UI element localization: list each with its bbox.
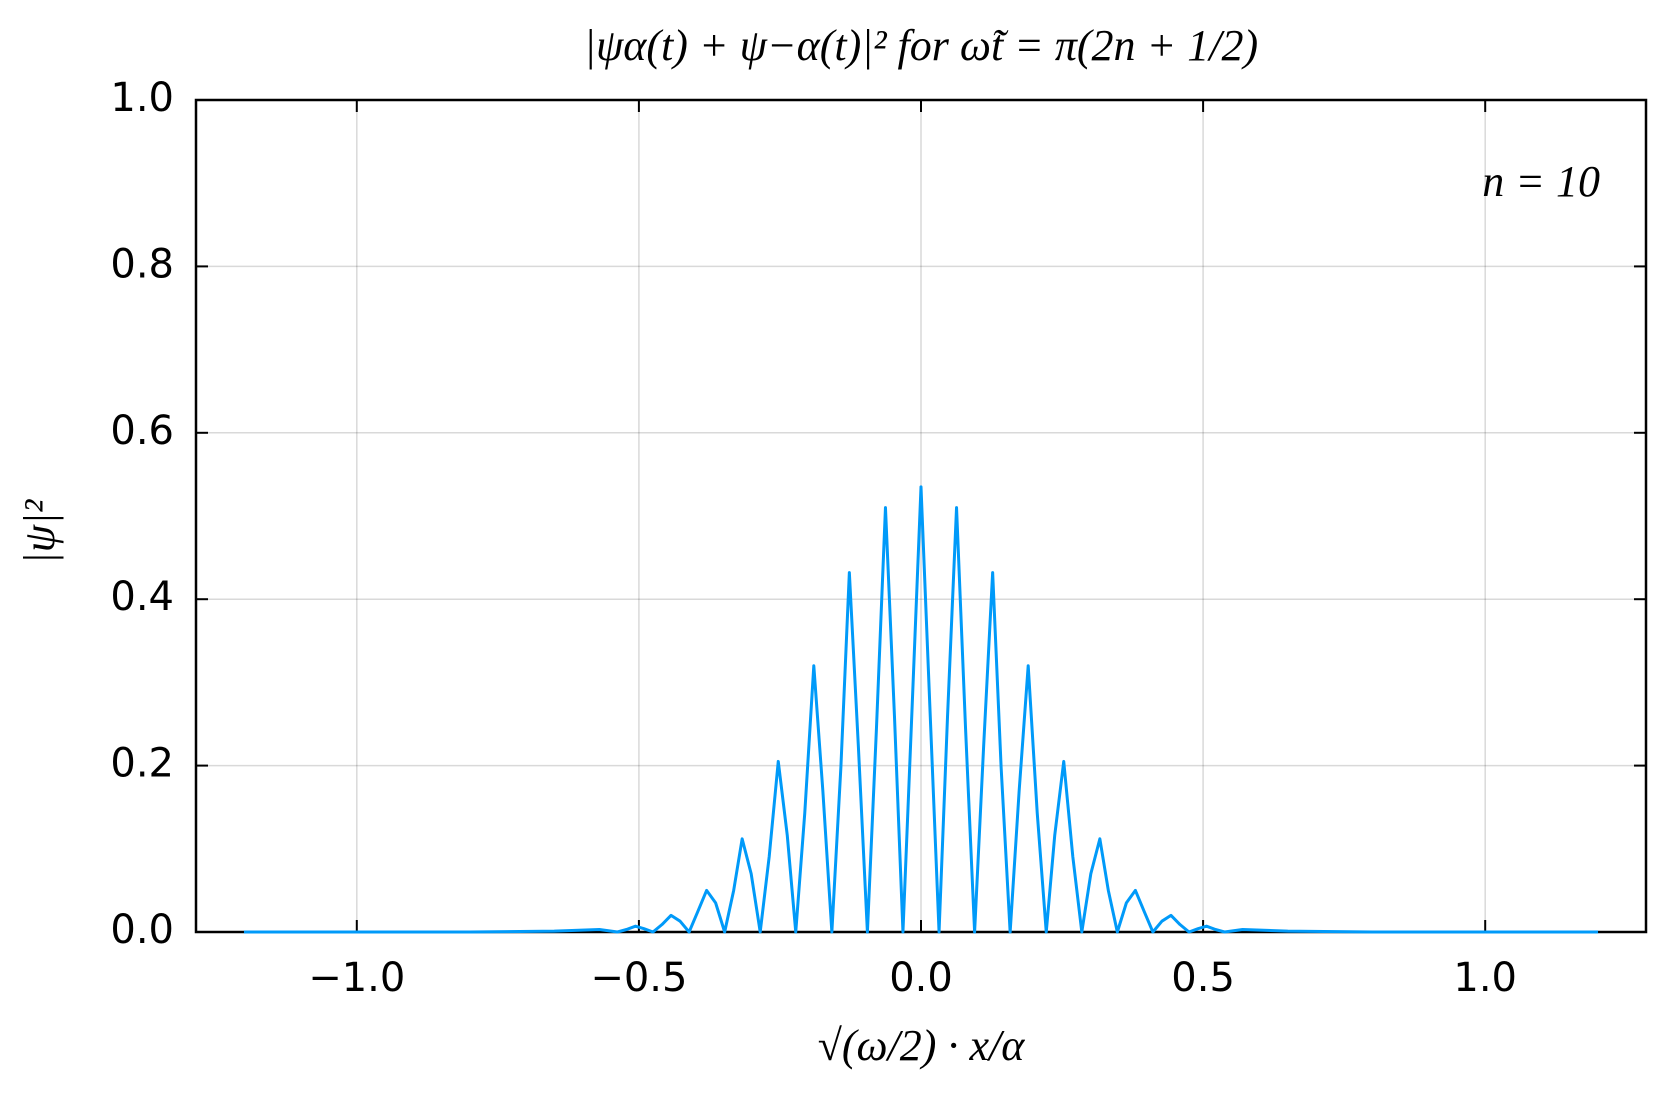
y-tick-label: 0.2 <box>110 741 174 787</box>
x-tick-label: −0.5 <box>590 955 687 1001</box>
y-tick-label: 0.0 <box>110 907 174 953</box>
x-tick-label: 1.0 <box>1453 955 1517 1001</box>
data-line <box>243 485 1599 934</box>
y-tick-label: 0.4 <box>110 574 174 620</box>
annotation: n = 10 <box>1482 157 1600 206</box>
x-tick-label: 0.5 <box>1171 955 1235 1001</box>
x-tick-label: 0.0 <box>889 955 953 1001</box>
x-tick-label: −1.0 <box>308 955 405 1001</box>
y-tick-label: 0.8 <box>110 241 174 287</box>
chart-title: |ψα(t) + ψ−α(t)|² for ω̃t = π(2n + 1/2) <box>584 21 1258 70</box>
x-axis-label: √(ω/2) · x/α <box>818 1021 1025 1070</box>
y-tick-label: 1.0 <box>110 75 174 121</box>
plot-frame <box>194 98 1648 934</box>
y-tick-label: 0.6 <box>110 408 174 454</box>
y-axis-label: |ψ|² <box>15 499 64 565</box>
